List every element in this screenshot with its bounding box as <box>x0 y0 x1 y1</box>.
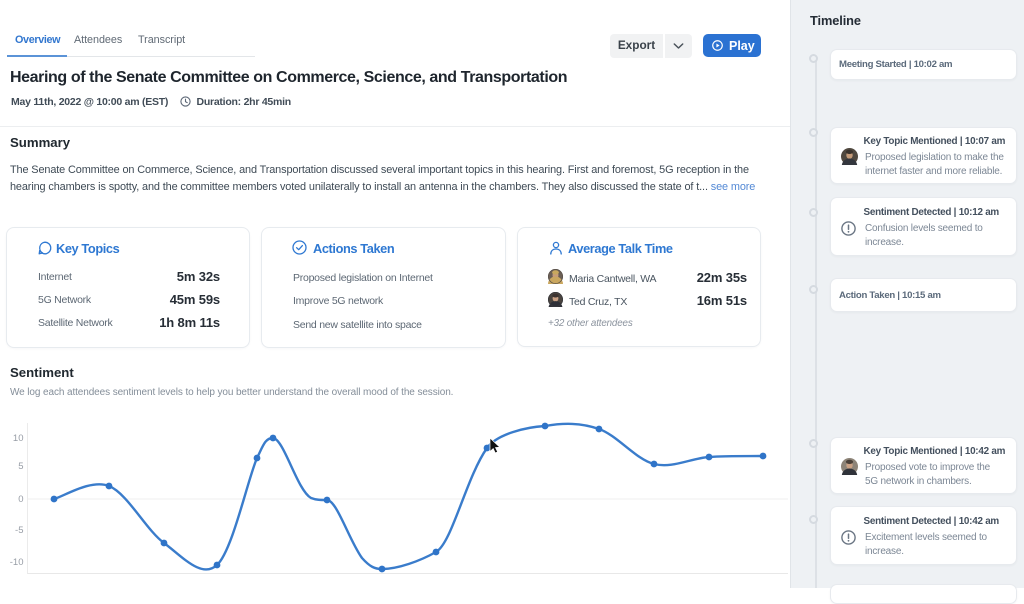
svg-text:5: 5 <box>18 461 23 472</box>
svg-text:-10: -10 <box>10 557 24 568</box>
svg-text:0: 0 <box>18 494 23 505</box>
svg-text:-5: -5 <box>15 525 23 536</box>
svg-text:10: 10 <box>13 433 24 444</box>
